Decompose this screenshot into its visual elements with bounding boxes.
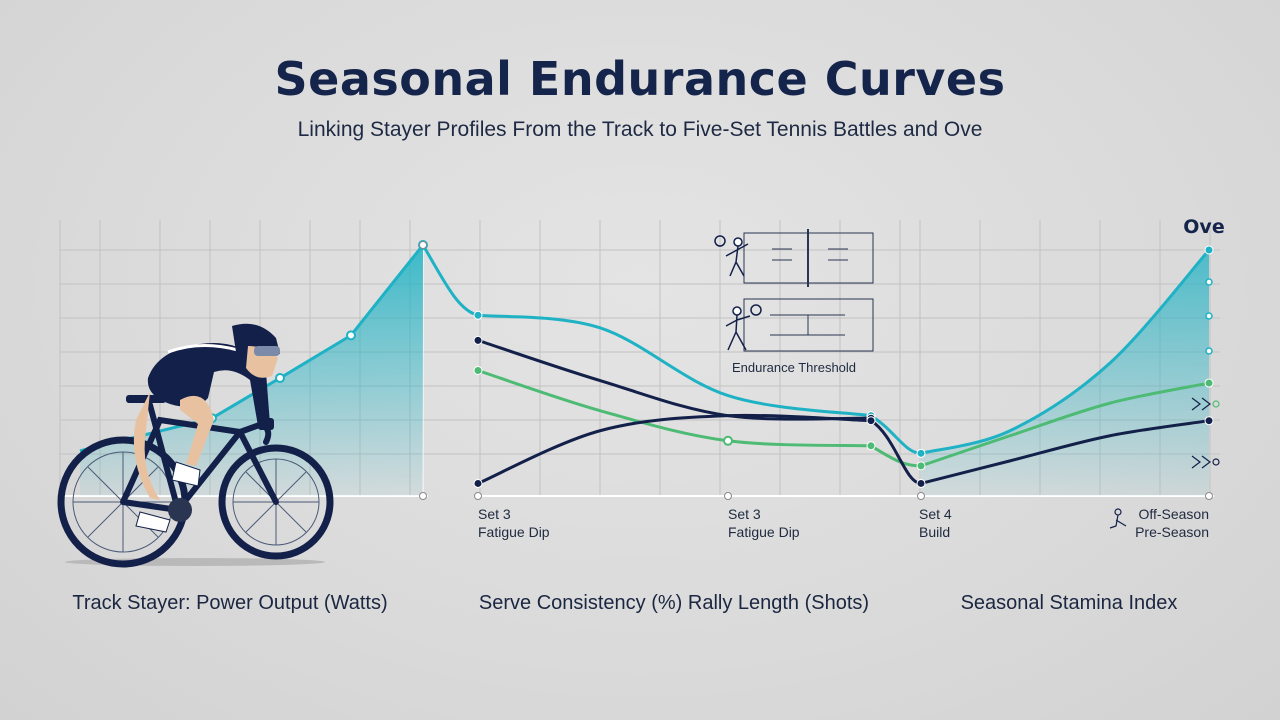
tennis-player-icon bbox=[714, 235, 762, 351]
series-line bbox=[870, 444, 922, 468]
chart-title: Seasonal Endurance Curves bbox=[274, 52, 1006, 106]
x-tick-label: Fatigue Dip bbox=[728, 524, 800, 540]
data-point bbox=[916, 461, 926, 471]
x-tick-label: Set 4 bbox=[919, 506, 952, 522]
x-tick-label: Set 3 bbox=[728, 506, 761, 522]
data-point bbox=[1204, 378, 1214, 388]
corner-label: Ove bbox=[1183, 216, 1224, 238]
data-point bbox=[866, 441, 876, 451]
data-point bbox=[1204, 245, 1214, 255]
x-axis-title: Seasonal Stamina Index bbox=[961, 592, 1178, 614]
series-line bbox=[920, 381, 1210, 468]
chart-subtitle: Linking Stayer Profiles From the Track t… bbox=[297, 118, 983, 141]
data-point bbox=[473, 478, 483, 488]
data-point bbox=[866, 416, 876, 426]
data-point bbox=[346, 330, 356, 341]
data-point bbox=[474, 492, 482, 500]
x-axis-title: Track Stayer: Power Output (Watts) bbox=[72, 592, 387, 614]
connector-icon bbox=[1109, 397, 1220, 529]
series-line bbox=[920, 249, 1211, 455]
areas bbox=[80, 245, 1209, 496]
data-point bbox=[1205, 492, 1213, 500]
area-fill bbox=[921, 250, 1209, 496]
data-point bbox=[1204, 416, 1214, 426]
series-line bbox=[870, 414, 922, 455]
data-point bbox=[473, 335, 483, 345]
tennis-court-icon bbox=[743, 229, 874, 352]
series-line bbox=[920, 419, 1210, 485]
data-point bbox=[419, 241, 427, 249]
series-line bbox=[421, 244, 479, 317]
data-point bbox=[1205, 312, 1213, 320]
data-points bbox=[207, 240, 1214, 500]
area-fill bbox=[80, 245, 423, 496]
series-line bbox=[477, 369, 872, 448]
x-tick-label: Fatigue Dip bbox=[478, 524, 550, 540]
data-point bbox=[473, 366, 483, 375]
x-axis-title: Serve Consistency (%) Rally Length (Shot… bbox=[479, 592, 869, 614]
series-line bbox=[477, 413, 872, 485]
cyclist-icon bbox=[57, 323, 334, 568]
data-point bbox=[1205, 347, 1213, 355]
series-line bbox=[477, 338, 872, 421]
data-point bbox=[1205, 278, 1213, 286]
x-tick-label: Set 3 bbox=[478, 506, 511, 522]
data-point bbox=[419, 492, 427, 500]
data-point bbox=[275, 373, 285, 384]
data-point bbox=[916, 478, 926, 488]
data-point bbox=[723, 435, 733, 446]
endurance-threshold-label: Endurance Threshold bbox=[732, 360, 856, 375]
x-tick-label: Off-Season bbox=[1138, 506, 1209, 522]
series-lines bbox=[79, 244, 1211, 485]
data-point bbox=[916, 448, 926, 458]
x-tick-label: Build bbox=[919, 524, 950, 540]
series-line bbox=[477, 313, 872, 418]
series-line bbox=[870, 419, 922, 485]
data-point bbox=[724, 492, 732, 500]
data-point bbox=[917, 492, 925, 500]
x-tick-label: Pre-Season bbox=[1135, 524, 1209, 540]
data-point bbox=[473, 310, 483, 320]
